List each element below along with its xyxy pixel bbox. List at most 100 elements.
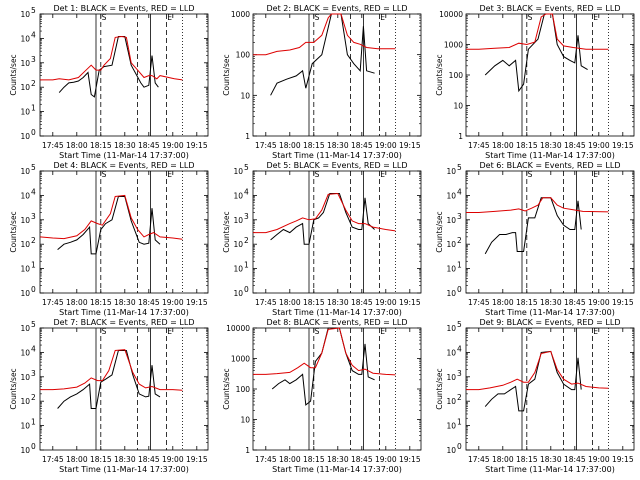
y-tick-label: 10 bbox=[446, 446, 456, 455]
x-tick-label: 18:00 bbox=[66, 141, 88, 150]
events-series-line bbox=[484, 197, 582, 255]
events-series-line bbox=[57, 350, 161, 409]
x-axis-title: Start Time (11-Mar-14 17:37:00) bbox=[59, 308, 189, 317]
y-tick-label: 10 bbox=[20, 324, 30, 333]
y-axis-title: Counts/sec bbox=[9, 54, 18, 95]
x-tick-label: 17:45 bbox=[255, 298, 277, 307]
x-tick-label: 18:15 bbox=[90, 298, 112, 307]
y-tick-exponent: 2 bbox=[31, 79, 36, 88]
y-axis-title: Counts/sec bbox=[435, 54, 444, 95]
x-tick-label: 18:00 bbox=[492, 298, 514, 307]
y-tick-label: 10 bbox=[20, 289, 30, 298]
y-tick-exponent: 5 bbox=[31, 163, 36, 172]
y-tick-label: 1000 bbox=[444, 41, 463, 50]
interval-marker-label: S bbox=[102, 13, 107, 22]
events-series-line bbox=[271, 327, 375, 406]
y-tick-exponent: 1 bbox=[31, 261, 36, 270]
events-series-line bbox=[484, 13, 588, 93]
y-tick-exponent: 4 bbox=[31, 30, 36, 39]
y-tick-label: 10 bbox=[20, 83, 30, 92]
y-tick-exponent: 5 bbox=[457, 163, 462, 172]
y-tick-label: 1000 bbox=[231, 10, 250, 19]
plot-frame bbox=[39, 170, 209, 294]
y-tick-label: 10 bbox=[20, 265, 30, 274]
y-tick-label: 10 bbox=[240, 91, 250, 100]
x-tick-label: 18:00 bbox=[492, 455, 514, 464]
y-tick-label: 10 bbox=[20, 167, 30, 176]
x-tick-label: 18:15 bbox=[90, 141, 112, 150]
lld-series-line bbox=[466, 350, 609, 391]
y-tick-label: 100 bbox=[449, 71, 464, 80]
panel-title: Det 5: BLACK = Events, RED = LLD bbox=[267, 161, 408, 170]
y-axis-title: Counts/sec bbox=[435, 368, 444, 409]
x-tick-label: 19:00 bbox=[375, 298, 397, 307]
x-tick-label: 17:45 bbox=[468, 298, 490, 307]
lld-series-line bbox=[253, 192, 396, 234]
y-tick-exponent: 2 bbox=[244, 236, 249, 245]
y-tick-exponent: 3 bbox=[31, 55, 36, 64]
panel-title: Det 9: BLACK = Events, RED = LLD bbox=[480, 318, 621, 327]
interval-marker-label: S bbox=[528, 170, 533, 179]
events-series-line bbox=[270, 193, 375, 245]
y-tick-exponent: 4 bbox=[457, 187, 462, 196]
x-tick-label: 18:45 bbox=[351, 298, 373, 307]
interval-marker-label: E bbox=[167, 170, 172, 179]
y-tick-label: 10000 bbox=[439, 10, 463, 19]
x-axis-title: Start Time (11-Mar-14 17:37:00) bbox=[272, 151, 402, 160]
x-tick-label: 18:15 bbox=[516, 455, 538, 464]
y-tick-exponent: 0 bbox=[457, 442, 462, 451]
interval-marker-label: E bbox=[380, 13, 385, 22]
y-tick-exponent: 2 bbox=[457, 236, 462, 245]
interval-marker-label: E bbox=[593, 327, 598, 336]
y-tick-exponent: 0 bbox=[31, 285, 36, 294]
y-tick-label: 10 bbox=[446, 324, 456, 333]
events-series-line bbox=[484, 350, 582, 412]
y-axis-title: Counts/sec bbox=[222, 211, 231, 252]
y-tick-label: 100 bbox=[236, 51, 251, 60]
x-tick-label: 17:45 bbox=[42, 298, 64, 307]
y-tick-label: 10 bbox=[446, 167, 456, 176]
lld-series-line bbox=[40, 35, 183, 81]
y-tick-exponent: 1 bbox=[457, 418, 462, 427]
y-tick-label: 10 bbox=[446, 397, 456, 406]
y-axis-title: Counts/sec bbox=[222, 368, 231, 409]
y-tick-label: 10 bbox=[20, 59, 30, 68]
y-tick-label: 10 bbox=[446, 373, 456, 382]
lld-series-line bbox=[39, 194, 183, 240]
y-tick-label: 10 bbox=[446, 191, 456, 200]
events-series-line bbox=[58, 36, 159, 98]
lld-series-line bbox=[40, 349, 183, 391]
y-tick-label: 10 bbox=[20, 132, 30, 141]
plot-frame bbox=[465, 170, 635, 294]
x-tick-label: 18:15 bbox=[303, 455, 325, 464]
x-tick-label: 17:45 bbox=[468, 141, 490, 150]
events-series-line bbox=[57, 196, 161, 255]
y-tick-exponent: 2 bbox=[31, 236, 36, 245]
y-tick-exponent: 1 bbox=[31, 418, 36, 427]
y-tick-label: 10 bbox=[20, 373, 30, 382]
y-axis-title: Counts/sec bbox=[9, 211, 18, 252]
y-tick-label: 10 bbox=[20, 348, 30, 357]
panel-title: Det 1: BLACK = Events, RED = LLD bbox=[54, 4, 195, 13]
interval-marker-label: S bbox=[315, 170, 320, 179]
x-tick-label: 19:15 bbox=[399, 141, 421, 150]
y-tick-label: 1 bbox=[245, 132, 250, 141]
y-tick-label: 10000 bbox=[226, 324, 250, 333]
events-series-line bbox=[270, 13, 375, 96]
x-tick-label: 19:15 bbox=[612, 298, 634, 307]
plot-frame bbox=[39, 327, 209, 451]
y-tick-label: 1 bbox=[245, 446, 250, 455]
y-tick-exponent: 3 bbox=[31, 212, 36, 221]
x-tick-label: 18:00 bbox=[279, 455, 301, 464]
x-tick-label: 18:45 bbox=[564, 141, 586, 150]
y-tick-exponent: 5 bbox=[457, 320, 462, 329]
x-tick-label: 18:00 bbox=[279, 298, 301, 307]
x-tick-label: 18:30 bbox=[327, 455, 349, 464]
y-tick-label: 10 bbox=[20, 191, 30, 200]
plot-frame bbox=[252, 170, 422, 294]
x-tick-label: 18:45 bbox=[138, 455, 160, 464]
x-tick-label: 19:15 bbox=[186, 455, 208, 464]
y-tick-label: 10 bbox=[453, 102, 463, 111]
